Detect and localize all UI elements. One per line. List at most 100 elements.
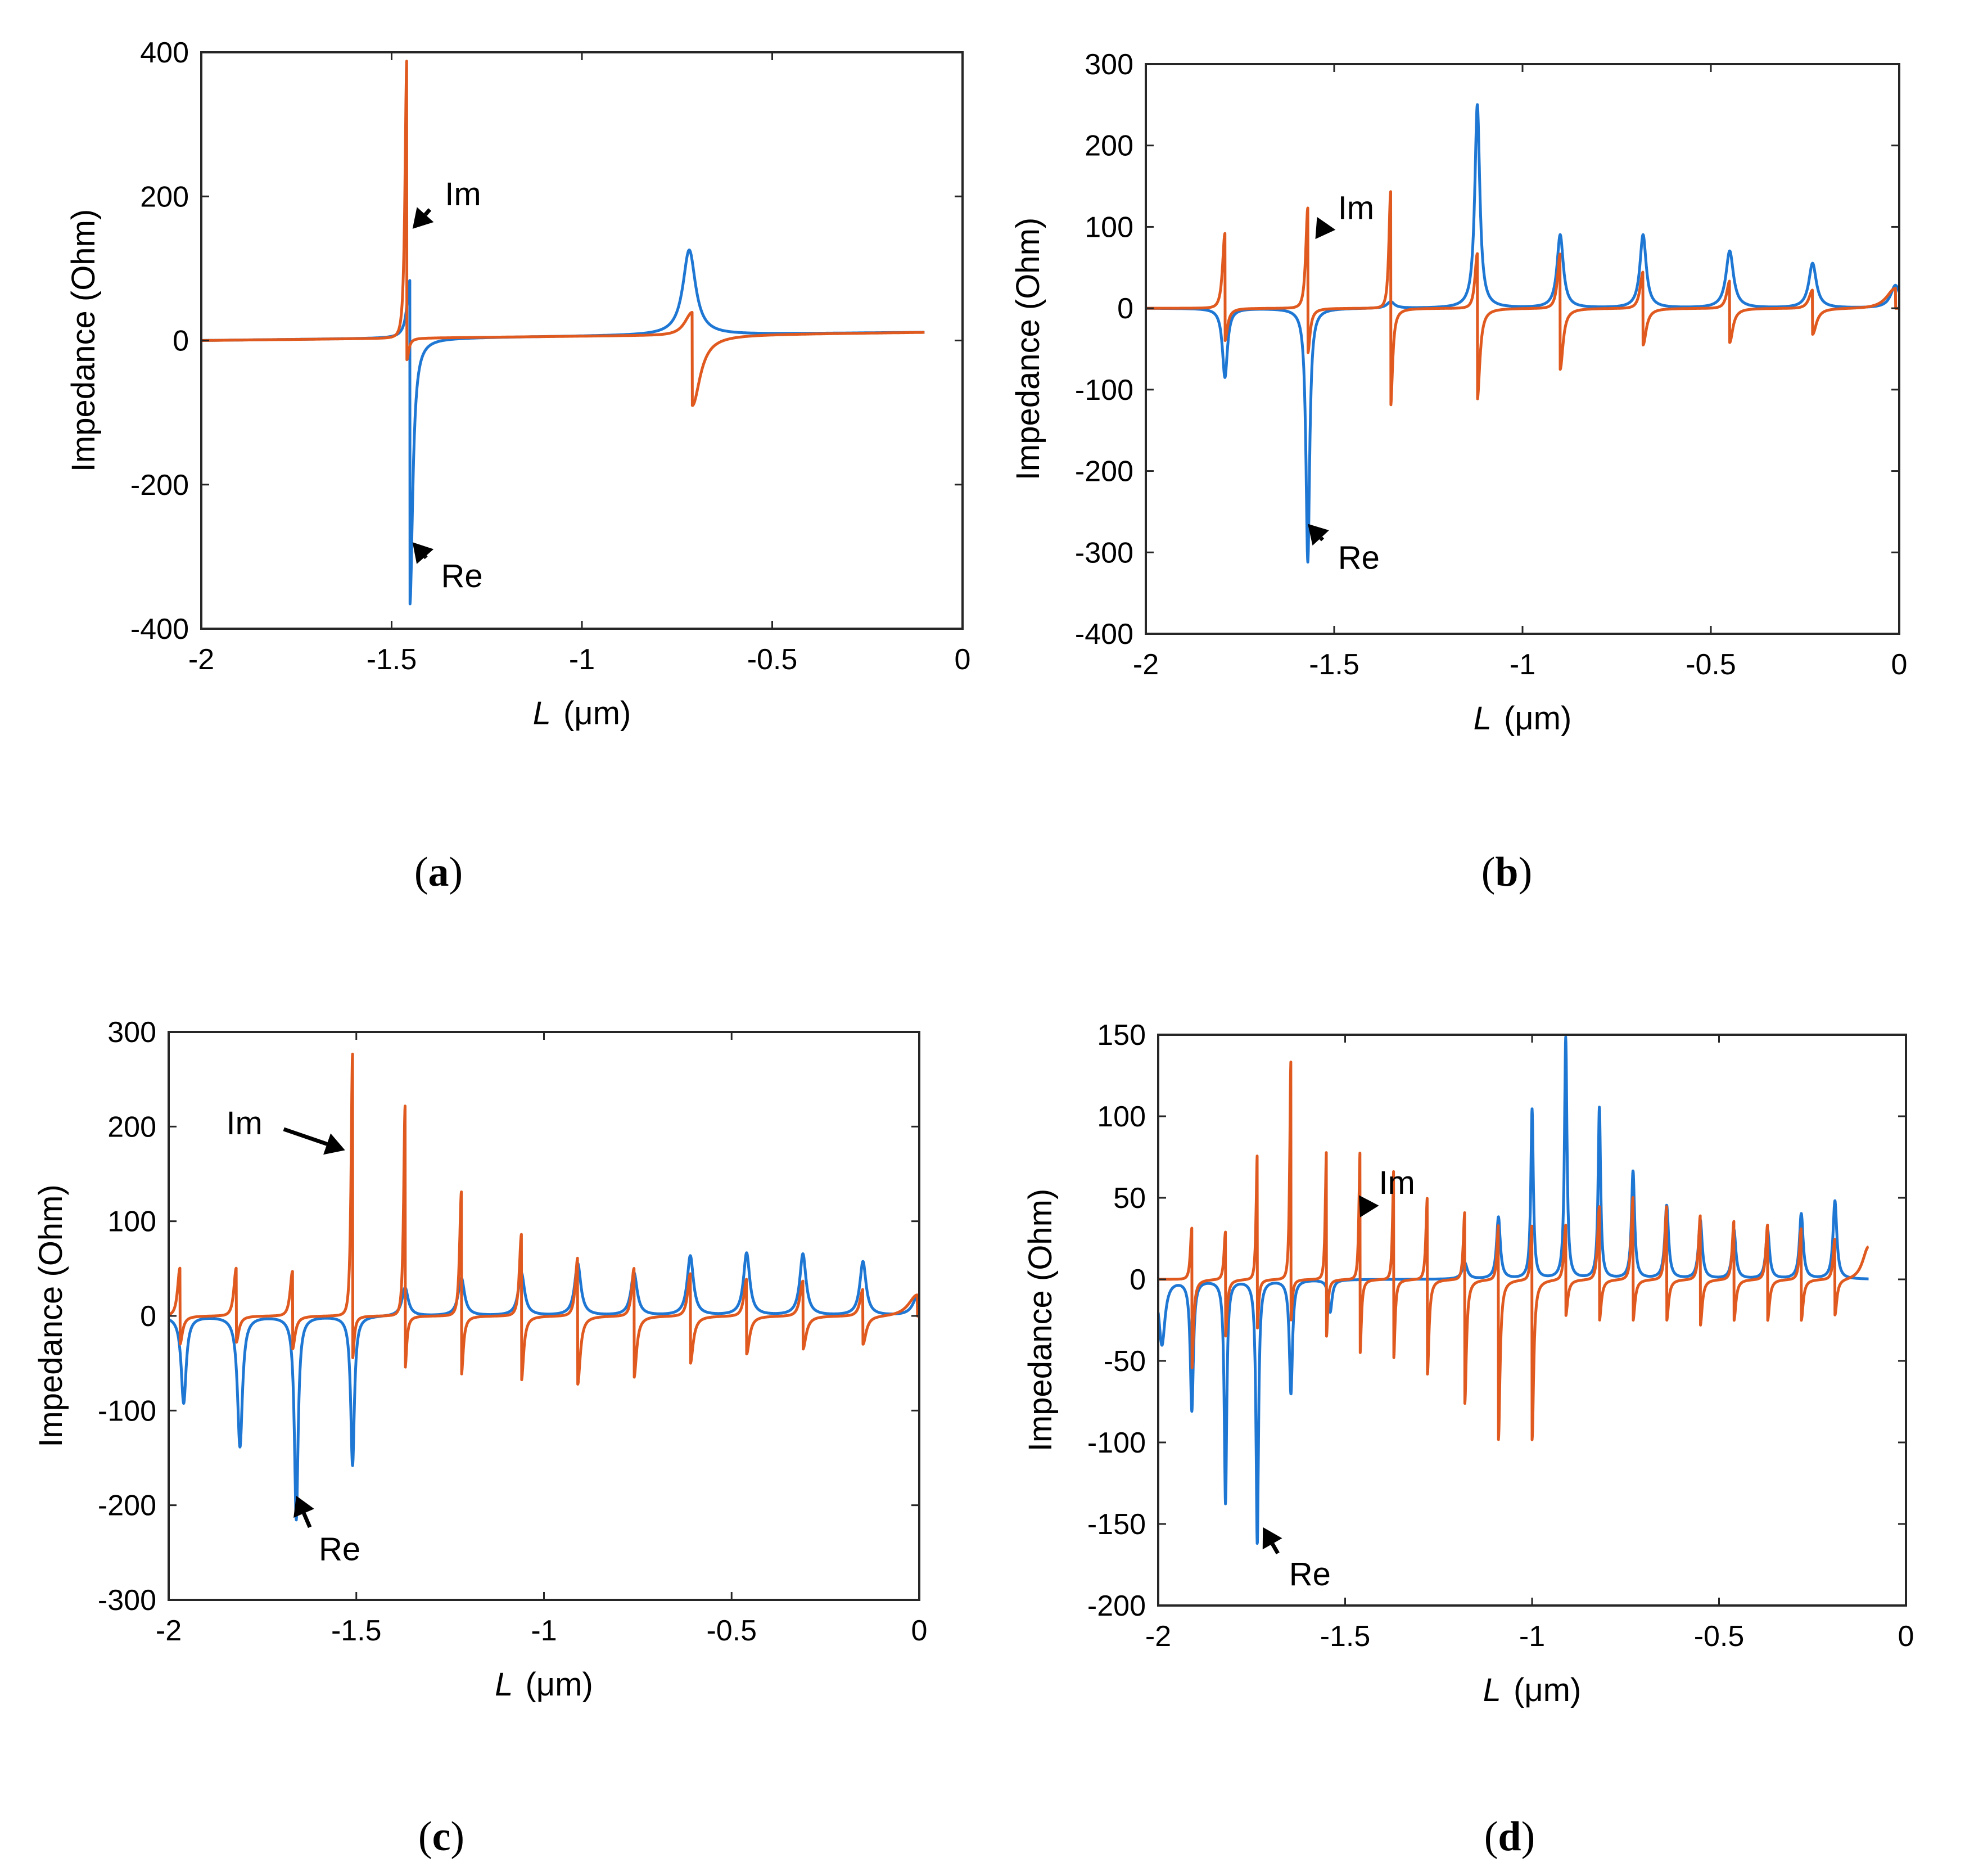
annotation-arrow-im — [423, 208, 432, 216]
y-tick-label: 200 — [107, 1111, 156, 1143]
y-tick-label: 400 — [140, 37, 189, 69]
panel-b: -2 -1.5 -1 -0.5 0 -400 -300 -200 -100 0 100 200 300 L… — [1010, 48, 1907, 895]
x-axis-unit: (μm) — [525, 1666, 593, 1703]
annotation-arrow-re — [302, 1512, 312, 1528]
y-tick-label: -100 — [1075, 374, 1133, 407]
plot-frame — [1145, 63, 1900, 635]
series-line-re — [169, 1251, 919, 1522]
annotation-arrowhead-im — [412, 207, 434, 229]
caption-open-paren: ( — [1484, 1814, 1498, 1860]
y-axis-title: Impedance (Ohm) — [1022, 1189, 1059, 1451]
x-tick-label: -0.5 — [1686, 648, 1736, 681]
x-axis-title: L (μm) — [1483, 1672, 1582, 1708]
series-line-im — [1146, 190, 1899, 407]
caption-close-paren: ) — [449, 849, 463, 895]
y-axis-title: Impedance (Ohm) — [33, 1184, 69, 1447]
annotation-arrowhead-re — [1262, 1527, 1282, 1550]
caption-letter: b — [1495, 849, 1518, 895]
x-tick-label: 0 — [911, 1615, 928, 1647]
x-axis-title: L (μm) — [495, 1666, 593, 1703]
x-axis-symbol: L — [1483, 1672, 1501, 1708]
annotation-label-re: Re — [1338, 540, 1380, 576]
annotation-label-im: Im — [445, 176, 481, 213]
x-tick-label: -2 — [188, 643, 214, 676]
y-tick-label: -200 — [1075, 456, 1133, 488]
y-tick-label: -100 — [1087, 1427, 1146, 1459]
x-tick-label: -1.5 — [1320, 1620, 1371, 1653]
series-line-re — [1146, 103, 1899, 564]
series-line-im — [201, 60, 926, 407]
panel-caption: (a) — [414, 849, 463, 895]
panel-caption: (b) — [1481, 849, 1532, 895]
y-tick-label: -150 — [1087, 1508, 1146, 1541]
annotation-arrowhead-im — [323, 1133, 345, 1155]
annotation-arrowhead-re — [293, 1495, 314, 1518]
x-tick-label: 0 — [1898, 1620, 1914, 1653]
x-tick-label: -1 — [569, 643, 595, 676]
caption-close-paren: ) — [1521, 1814, 1535, 1860]
x-axis-title: L (μm) — [533, 695, 631, 732]
caption-letter: c — [432, 1814, 451, 1860]
x-tick-label: 0 — [1891, 648, 1908, 681]
caption-close-paren: ) — [1519, 849, 1533, 895]
y-axis-title: Impedance (Ohm) — [1010, 218, 1046, 480]
x-tick-label: -1.5 — [1309, 648, 1359, 681]
annotation-label-re: Re — [1289, 1556, 1331, 1593]
y-tick-label: 300 — [107, 1016, 156, 1049]
y-tick-label: 300 — [1085, 48, 1133, 81]
x-axis-symbol: L — [533, 695, 551, 732]
x-tick-label: -2 — [1133, 648, 1159, 681]
annotation-label-im: Im — [226, 1105, 262, 1142]
annotation-label-im: Im — [1338, 190, 1374, 226]
y-tick-label: -400 — [130, 613, 189, 646]
y-tick-label: 0 — [140, 1300, 156, 1333]
x-axis-unit: (μm) — [563, 695, 631, 732]
x-tick-label: -0.5 — [747, 643, 798, 676]
annotation-arrow-re — [423, 555, 428, 560]
series-line-im — [1158, 1061, 1870, 1441]
annotation-arrow-re — [1319, 536, 1325, 542]
y-tick-label: -100 — [98, 1395, 156, 1427]
x-tick-label: -1.5 — [331, 1615, 382, 1647]
x-axis-symbol: L — [495, 1666, 513, 1703]
x-axis-unit: (μm) — [1504, 700, 1571, 737]
y-tick-label: 0 — [173, 325, 189, 358]
annotation-arrowhead-im — [1359, 1195, 1379, 1217]
caption-letter: d — [1498, 1814, 1521, 1860]
caption-open-paren: ( — [418, 1814, 432, 1860]
caption-open-paren: ( — [414, 849, 428, 895]
y-tick-label: 100 — [1097, 1101, 1146, 1133]
y-tick-label: -400 — [1075, 618, 1133, 651]
caption-close-paren: ) — [450, 1814, 464, 1860]
x-tick-label: 0 — [955, 643, 971, 676]
annotation-label-im: Im — [1379, 1165, 1415, 1201]
annotation-arrow-im — [283, 1127, 328, 1146]
y-tick-label: 200 — [1085, 130, 1133, 163]
x-axis-symbol: L — [1474, 700, 1492, 737]
panel-caption: (c) — [418, 1814, 464, 1860]
y-tick-label: 200 — [140, 181, 189, 213]
annotation-arrowhead-re — [412, 542, 434, 564]
x-tick-label: -0.5 — [1694, 1620, 1745, 1653]
y-tick-label: -200 — [130, 469, 189, 502]
annotation-arrowhead-re — [1308, 524, 1329, 546]
panel-caption: (d) — [1484, 1814, 1535, 1860]
panel-d: -2 -1.5 -1 -0.5 0 -200 -150 -100 -50 0 50 100 150 L (μ… — [1022, 1019, 1914, 1860]
caption-open-paren: ( — [1481, 849, 1496, 895]
y-tick-label: -300 — [1075, 536, 1133, 569]
x-tick-label: -1 — [1510, 648, 1535, 681]
y-tick-label: 100 — [107, 1206, 156, 1238]
y-tick-label: 0 — [1130, 1264, 1146, 1296]
x-axis-title: L (μm) — [1474, 700, 1572, 737]
y-tick-label: 50 — [1113, 1182, 1146, 1215]
y-tick-label: -300 — [98, 1584, 156, 1617]
x-tick-label: -1 — [531, 1615, 557, 1647]
y-tick-label: 0 — [1117, 292, 1133, 325]
y-tick-label: 100 — [1085, 211, 1133, 243]
x-tick-label: -1 — [1519, 1620, 1545, 1653]
y-tick-label: -200 — [1087, 1590, 1146, 1622]
series-line-re — [201, 249, 926, 606]
x-tick-label: -0.5 — [706, 1615, 757, 1647]
